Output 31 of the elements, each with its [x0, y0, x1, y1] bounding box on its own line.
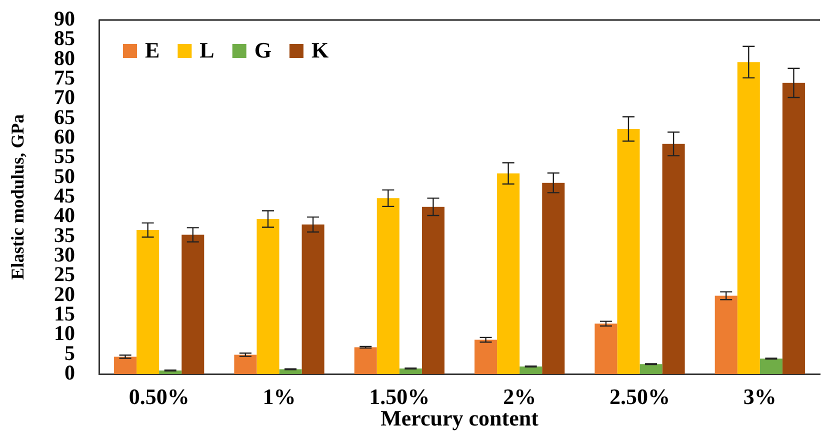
bar — [302, 224, 324, 374]
bar — [662, 144, 685, 374]
bar — [714, 296, 738, 374]
bar — [617, 128, 640, 374]
bar — [182, 234, 204, 374]
x-tick-label: 3% — [743, 384, 776, 409]
bar — [354, 347, 377, 374]
legend-label: E — [145, 38, 160, 63]
bar — [497, 173, 520, 374]
bar — [782, 82, 805, 374]
x-tick-label: 1% — [262, 384, 296, 409]
bar — [640, 364, 662, 374]
bar — [114, 356, 137, 374]
bar — [760, 358, 782, 374]
bar — [594, 324, 618, 374]
y-axis-title: Elastic modulus, GPa — [7, 114, 28, 280]
x-tick-label: 2.50% — [610, 384, 670, 409]
bar — [256, 219, 280, 374]
bar — [399, 368, 422, 374]
bar — [474, 340, 498, 374]
bar — [520, 366, 542, 374]
bar — [737, 62, 760, 374]
legend-label: L — [200, 38, 214, 63]
bar — [422, 206, 444, 374]
bar — [136, 230, 160, 374]
legend-label: K — [311, 38, 329, 63]
legend-label: G — [254, 38, 272, 63]
bar — [376, 198, 400, 374]
bar — [234, 354, 257, 374]
bar — [542, 182, 565, 374]
x-tick-label: 0.50% — [128, 384, 190, 409]
